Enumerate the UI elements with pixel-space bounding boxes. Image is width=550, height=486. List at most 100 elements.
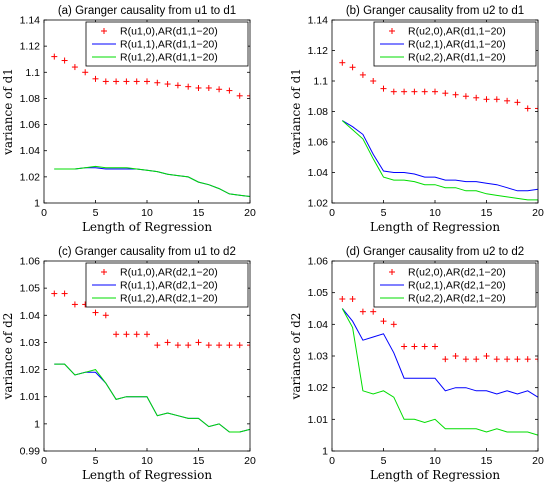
data-point-marker [82, 69, 89, 76]
x-tick-label: 10 [141, 207, 153, 219]
data-point-marker [473, 356, 480, 363]
data-point-marker [102, 312, 109, 319]
series-line-3 [341, 308, 538, 436]
data-point-marker [370, 78, 377, 84]
data-point-marker [432, 343, 438, 350]
data-point-marker [71, 301, 78, 308]
y-tick-label: 1.02 [20, 171, 41, 183]
y-tick-label: 1.04 [20, 145, 41, 157]
data-point-marker [226, 342, 233, 349]
x-tick-label: 0 [329, 207, 335, 219]
y-tick-label: 1.1 [313, 76, 328, 88]
y-tick-label: 1.02 [20, 364, 41, 376]
data-point-marker [205, 84, 212, 91]
legend-label: R(u2,0),AR(d2,1−20) [408, 267, 506, 279]
data-point-marker [174, 342, 181, 349]
data-point-marker [247, 342, 250, 349]
y-axis-label: variance of d2 [289, 313, 303, 401]
y-tick-label: 1.03 [308, 351, 329, 363]
data-point-marker [380, 318, 387, 325]
data-point-marker [236, 92, 243, 99]
data-point-marker [462, 356, 469, 363]
series-line-2 [54, 363, 250, 433]
data-point-marker [195, 339, 202, 346]
y-axis-label: variance of d1 [289, 68, 303, 156]
data-point-marker [483, 353, 490, 359]
data-point-marker [514, 99, 521, 106]
x-tick-label: 20 [244, 455, 256, 467]
data-point-marker [154, 79, 161, 86]
data-point-marker [247, 92, 250, 99]
x-tick-label: 15 [481, 455, 493, 467]
legend-swatch-marker [389, 269, 395, 275]
data-point-marker [390, 88, 397, 95]
y-tick-label: 1.14 [308, 15, 329, 27]
data-point-marker [432, 88, 438, 95]
data-point-marker [61, 290, 68, 297]
data-point-marker [339, 59, 346, 66]
y-tick-label: 1.04 [308, 167, 329, 179]
y-axis-label: variance of d1 [1, 68, 15, 156]
legend-label: R(u1,1),AR(d2,1−20) [120, 280, 218, 292]
y-tick-label: 1.05 [308, 287, 329, 299]
legend-label: R(u1,1),AR(d1,1−20) [120, 39, 218, 51]
x-tick-label: 5 [381, 207, 387, 219]
y-axis-label: variance of d2 [1, 313, 15, 401]
series-line-2 [341, 308, 538, 398]
legend: R(u2,0),AR(d1,1−20)R(u2,1),AR(d1,1−20)R(… [373, 21, 537, 67]
legend: R(u1,0),AR(d1,1−20)R(u1,1),AR(d1,1−20)R(… [85, 21, 249, 67]
x-tick-label: 20 [532, 207, 544, 219]
data-point-marker [359, 71, 366, 78]
x-tick-label: 5 [93, 455, 99, 467]
x-tick-label: 5 [93, 207, 99, 219]
x-tick-label: 0 [329, 455, 335, 467]
y-tick-label: 1.01 [20, 391, 41, 403]
y-tick-label: 1.02 [308, 382, 329, 394]
y-tick-label: 1.12 [308, 45, 329, 57]
x-tick-label: 20 [244, 207, 256, 219]
data-point-marker [339, 296, 346, 302]
legend-label: R(u2,2),AR(d2,1−20) [408, 293, 506, 305]
x-tick-label: 5 [381, 455, 387, 467]
x-tick-label: 10 [141, 455, 153, 467]
data-point-marker [524, 356, 531, 363]
legend: R(u1,0),AR(d2,1−20)R(u1,1),AR(d2,1−20)R(… [85, 262, 249, 308]
data-point-marker [216, 86, 223, 93]
data-point-marker [442, 90, 449, 97]
y-tick-label: 1.06 [20, 256, 41, 268]
data-point-marker [123, 331, 130, 338]
data-point-marker [144, 78, 150, 85]
data-point-marker [185, 83, 192, 90]
x-tick-label: 15 [193, 207, 205, 219]
data-point-marker [452, 353, 459, 359]
data-point-marker [493, 356, 500, 363]
chart-panel-4: (d) Granger causality from u2 to d2 0 5 10 1… [289, 246, 544, 482]
legend-swatch-marker [101, 28, 107, 34]
x-tick-label: 10 [429, 455, 441, 467]
series-line-2 [54, 167, 250, 197]
chart-title: (b) Granger causality from u2 to d1 [346, 5, 524, 17]
chart-title: (c) Granger causality from u1 to d2 [58, 246, 236, 258]
plot-area [339, 59, 538, 201]
legend-label: R(u2,1),AR(d2,1−20) [408, 280, 506, 292]
data-point-marker [123, 78, 130, 85]
data-point-marker [421, 343, 428, 350]
legend-label: R(u2,1),AR(d1,1−20) [408, 39, 506, 51]
series-line-2 [342, 120, 538, 192]
y-tick-label: 1.06 [308, 256, 329, 268]
series-line-3 [54, 165, 250, 197]
data-point-marker [349, 296, 356, 302]
y-tick-label: 1.1 [25, 67, 40, 79]
y-tick-label: 1.06 [20, 119, 41, 131]
data-point-marker [102, 78, 109, 85]
x-tick-label: 10 [429, 207, 441, 219]
x-tick-label: 20 [532, 455, 544, 467]
data-point-marker [483, 96, 490, 103]
data-point-marker [473, 94, 480, 101]
data-point-marker [133, 78, 140, 85]
y-tick-label: 1.04 [308, 319, 329, 331]
x-tick-label: 15 [481, 207, 493, 219]
data-point-marker [452, 91, 459, 98]
data-point-marker [535, 105, 538, 112]
